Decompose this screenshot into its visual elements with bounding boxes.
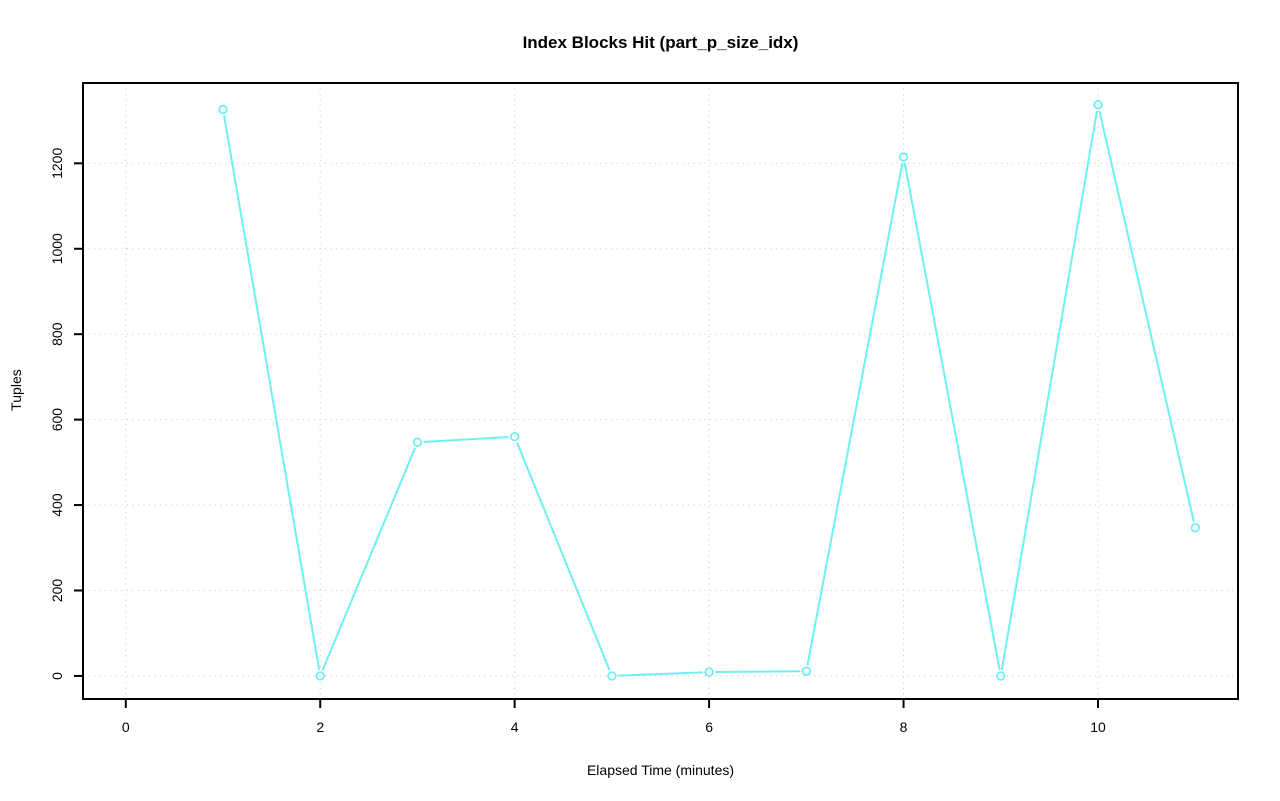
y-tick-label: 0 <box>49 672 65 680</box>
x-tick-label: 8 <box>900 719 908 735</box>
data-point-marker <box>509 432 520 442</box>
data-point-marker <box>1190 522 1200 533</box>
data-line-segment <box>903 162 1001 671</box>
data-line-segment <box>806 162 904 666</box>
data-point-marker <box>898 152 909 162</box>
data-point-marker <box>801 666 812 676</box>
data-point-marker <box>607 671 617 681</box>
y-tick-label: 1200 <box>49 148 65 179</box>
y-tick-label: 600 <box>49 408 65 432</box>
data-point-marker <box>996 671 1006 681</box>
y-tick-label: 800 <box>49 322 65 346</box>
x-tick-label: 2 <box>316 719 324 735</box>
y-tick-label: 400 <box>49 493 65 517</box>
y-tick-label: 200 <box>49 579 65 603</box>
x-tick-label: 0 <box>122 719 130 735</box>
data-point-marker <box>704 667 714 677</box>
data-line-segment <box>1000 110 1098 671</box>
data-point-marker <box>218 104 228 115</box>
x-tick-label: 4 <box>511 719 519 735</box>
data-line-segment <box>1098 110 1195 522</box>
x-tick-label: 10 <box>1090 719 1106 735</box>
x-tick-label: 6 <box>705 719 713 735</box>
data-line-segment <box>223 115 321 671</box>
data-point-marker <box>315 671 325 681</box>
data-line-segment <box>617 671 704 677</box>
chart-title: Index Blocks Hit (part_p_size_idx) <box>522 33 799 52</box>
y-tick-label: 1000 <box>49 233 65 264</box>
data-point-marker <box>412 437 423 447</box>
data-line-segment <box>516 442 611 671</box>
data-point-marker <box>1093 100 1103 110</box>
plot-frame <box>82 82 1239 700</box>
data-line-segment <box>321 447 416 671</box>
data-line-segment <box>423 436 509 443</box>
data-line-segment <box>715 670 801 674</box>
x-axis-title: Elapsed Time (minutes) <box>586 762 735 778</box>
